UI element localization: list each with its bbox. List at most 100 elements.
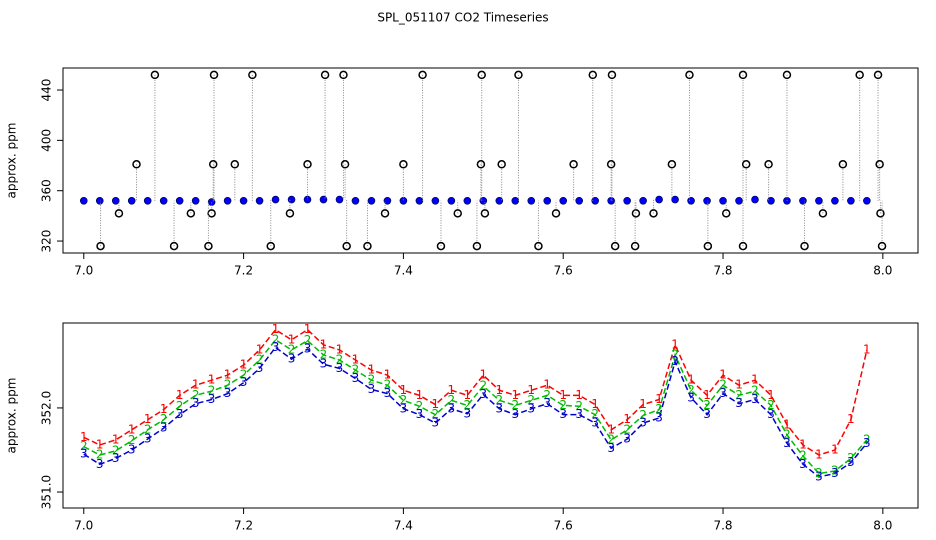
point-marker: 3 — [559, 407, 567, 421]
point-marker: 1 — [495, 383, 503, 397]
point-marker: 2 — [320, 347, 328, 361]
point-marker: 2 — [368, 373, 376, 387]
point-marker: 3 — [416, 407, 424, 421]
point-marker: 1 — [368, 363, 376, 377]
point-marker: 3 — [240, 375, 248, 389]
point — [514, 70, 523, 80]
y-tick-label: 400 — [40, 129, 54, 152]
point-marker: 2 — [336, 353, 344, 367]
point-marker: 3 — [256, 361, 264, 375]
point-marker: 3 — [799, 457, 807, 471]
point — [415, 196, 424, 205]
point — [230, 160, 240, 169]
point-marker: 2 — [416, 399, 424, 413]
point-marker: 2 — [719, 378, 727, 392]
point-marker: 2 — [272, 332, 280, 346]
point-marker: 3 — [703, 407, 711, 421]
point — [255, 196, 264, 205]
point — [873, 70, 883, 80]
point-marker: 1 — [400, 383, 408, 397]
point-marker: 3 — [80, 447, 88, 461]
point — [114, 209, 124, 218]
point-marker: 1 — [128, 422, 136, 436]
x-tick-label: 8.0 — [873, 519, 892, 533]
point-marker: 3 — [783, 436, 791, 450]
point — [303, 160, 312, 169]
point-marker: 3 — [847, 455, 855, 469]
point-marker: 1 — [256, 342, 264, 356]
point-marker: 1 — [527, 383, 535, 397]
point — [741, 160, 751, 169]
point-marker: 1 — [559, 388, 567, 402]
point — [335, 195, 344, 204]
point-marker: 3 — [623, 432, 631, 446]
point-marker: 3 — [368, 382, 376, 396]
point-marker: 2 — [160, 412, 168, 426]
point — [630, 241, 640, 251]
point — [150, 70, 160, 80]
point-marker: 1 — [384, 368, 392, 382]
point-marker: 1 — [479, 368, 487, 382]
point-marker: 2 — [655, 402, 663, 416]
point-marker: 3 — [288, 352, 296, 366]
point — [79, 196, 88, 205]
point-marker: 1 — [240, 358, 248, 372]
point-marker: 3 — [687, 390, 695, 404]
point-marker: 3 — [575, 407, 583, 421]
point — [132, 160, 141, 169]
x-tick-label: 7.4 — [394, 264, 413, 278]
point — [399, 160, 408, 169]
point — [95, 196, 104, 205]
point — [815, 196, 823, 205]
point-marker: 2 — [607, 432, 615, 446]
point-marker: 1 — [304, 322, 312, 336]
point — [342, 241, 351, 251]
point — [209, 70, 219, 80]
point — [239, 196, 248, 205]
point — [569, 160, 578, 169]
point-marker: 1 — [352, 353, 360, 367]
point — [575, 196, 583, 205]
point-marker: 2 — [128, 433, 136, 447]
point-marker: 2 — [799, 448, 807, 462]
point-marker: 3 — [591, 416, 599, 430]
point-marker: 1 — [719, 368, 727, 382]
point — [111, 196, 120, 205]
point — [721, 209, 731, 218]
y-tick-label: 360 — [40, 179, 54, 202]
point — [511, 196, 520, 205]
point-marker: 2 — [815, 466, 823, 480]
point — [479, 196, 488, 205]
point-marker: 3 — [160, 421, 168, 435]
point — [191, 196, 200, 205]
point — [271, 195, 280, 204]
point — [436, 241, 446, 251]
point — [799, 196, 807, 205]
point — [719, 196, 727, 205]
point-marker: 1 — [831, 442, 839, 456]
point-marker: 1 — [703, 388, 711, 402]
point-marker: 1 — [543, 378, 551, 392]
x-tick-label: 7.4 — [394, 519, 413, 533]
point — [351, 196, 360, 205]
point-marker: 3 — [639, 416, 647, 430]
point — [591, 196, 599, 205]
point — [559, 196, 568, 205]
point-marker: 2 — [112, 443, 120, 457]
point-marker: 3 — [400, 401, 408, 415]
point — [877, 241, 887, 251]
point — [447, 196, 456, 205]
point — [685, 70, 694, 80]
point-marker: 2 — [240, 368, 248, 382]
point-marker: 1 — [272, 322, 280, 336]
point — [367, 196, 376, 205]
point-marker: 2 — [208, 384, 216, 398]
point-marker: 1 — [815, 448, 823, 462]
point-marker: 2 — [432, 407, 440, 421]
point-marker: 2 — [448, 393, 456, 407]
point — [266, 241, 276, 251]
point-marker: 2 — [671, 347, 679, 361]
point-marker: 1 — [575, 388, 583, 402]
point-marker: 2 — [751, 384, 759, 398]
point — [527, 196, 536, 205]
